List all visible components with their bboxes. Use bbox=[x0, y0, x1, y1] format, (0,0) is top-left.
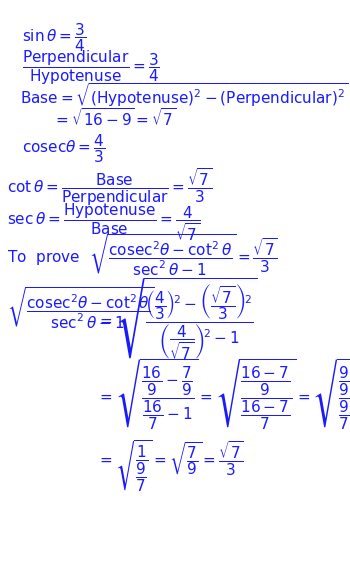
Text: $\sec\theta = \dfrac{\mathrm{Hypotenuse}}{\mathrm{Base}} = \dfrac{4}{\sqrt{7}}$: $\sec\theta = \dfrac{\mathrm{Hypotenuse}… bbox=[7, 201, 200, 243]
Text: $= \sqrt{\dfrac{\dfrac{16}{9} - \dfrac{7}{9}}{\dfrac{16}{7} - 1}} = \sqrt{\dfrac: $= \sqrt{\dfrac{\dfrac{16}{9} - \dfrac{7… bbox=[97, 357, 350, 432]
Text: $\sqrt{\dfrac{\mathrm{cosec}^2\theta - \cot^2\theta}{\sec^2\theta - 1}}$: $\sqrt{\dfrac{\mathrm{cosec}^2\theta - \… bbox=[7, 285, 154, 331]
Text: $= \sqrt{\dfrac{1}{\dfrac{9}{7}}} = \sqrt{\dfrac{7}{9}} = \dfrac{\sqrt{7}}{3}$: $= \sqrt{\dfrac{1}{\dfrac{9}{7}}} = \sqr… bbox=[97, 439, 244, 494]
Text: $= \sqrt{16 - 9} = \sqrt{7}$: $= \sqrt{16 - 9} = \sqrt{7}$ bbox=[53, 107, 177, 129]
Text: $\cot\theta = \dfrac{\mathrm{Base}}{\mathrm{Perpendicular}} = \dfrac{\sqrt{7}}{3: $\cot\theta = \dfrac{\mathrm{Base}}{\mat… bbox=[7, 166, 212, 208]
Text: $\dfrac{\mathrm{Perpendicular}}{\mathrm{Hypotenuse}} = \dfrac{3}{4}$: $\dfrac{\mathrm{Perpendicular}}{\mathrm{… bbox=[22, 48, 160, 87]
Text: $= \sqrt{\dfrac{\left(\dfrac{4}{3}\right)^{\!2} - \left(\dfrac{\sqrt{7}}{3}\righ: $= \sqrt{\dfrac{\left(\dfrac{4}{3}\right… bbox=[97, 276, 258, 362]
Text: $\mathrm{To\ \ prove}\ \ \sqrt{\dfrac{\mathrm{cosec}^2\theta - \cot^2\theta}{\se: $\mathrm{To\ \ prove}\ \ \sqrt{\dfrac{\m… bbox=[7, 233, 278, 278]
Text: $\sin\theta = \dfrac{3}{4}$: $\sin\theta = \dfrac{3}{4}$ bbox=[22, 22, 86, 55]
Text: $\mathrm{Base} = \sqrt{(\mathrm{Hypotenuse})^2 - (\mathrm{Perpendicular})^2}$: $\mathrm{Base} = \sqrt{(\mathrm{Hypotenu… bbox=[20, 81, 348, 109]
Text: $\mathrm{cosec}\theta = \dfrac{4}{3}$: $\mathrm{cosec}\theta = \dfrac{4}{3}$ bbox=[22, 132, 105, 165]
